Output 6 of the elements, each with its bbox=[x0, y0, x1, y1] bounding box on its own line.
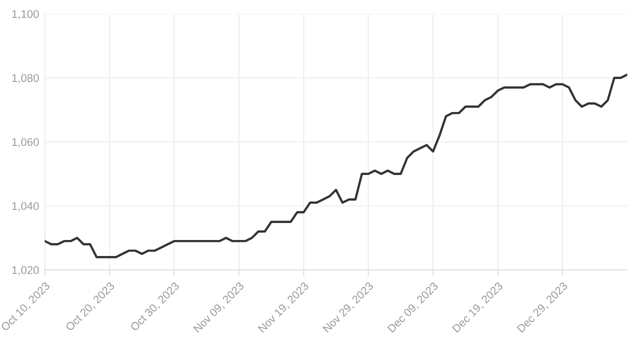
line-series bbox=[44, 74, 628, 258]
y-tick-label: 1,040 bbox=[12, 202, 39, 212]
y-tick-label: 1,020 bbox=[12, 266, 39, 276]
y-tick-label: 1,060 bbox=[12, 138, 39, 148]
y-tick-label: 1,100 bbox=[12, 10, 39, 20]
y-tick-label: 1,080 bbox=[12, 74, 39, 84]
